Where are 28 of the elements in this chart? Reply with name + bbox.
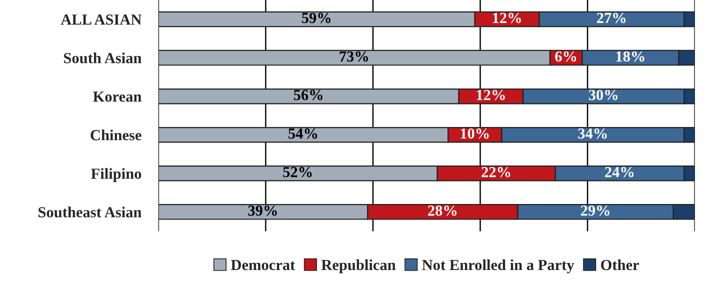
legend-label: Republican bbox=[321, 259, 396, 274]
y-tick-label: Chinese bbox=[90, 130, 142, 140]
y-tick-label: Korean bbox=[93, 92, 142, 102]
data-label: 59% bbox=[302, 12, 330, 24]
data-label: 12% bbox=[493, 12, 521, 24]
data-label: 18% bbox=[616, 51, 644, 62]
y-tick-label: Southeast Asian bbox=[38, 206, 142, 218]
data-label: 12% bbox=[476, 90, 505, 100]
data-label: 28% bbox=[428, 205, 457, 216]
legend-label: Other bbox=[601, 259, 639, 270]
data-label: 10% bbox=[460, 128, 489, 139]
data-label: 54% bbox=[288, 128, 318, 139]
data-label: 39% bbox=[248, 205, 277, 216]
data-label: 34% bbox=[578, 128, 607, 139]
y-tick-label: South Asian bbox=[64, 52, 142, 64]
data-label: 29% bbox=[580, 205, 610, 216]
data-label: 56% bbox=[294, 90, 322, 100]
data-label: 73% bbox=[340, 51, 368, 62]
data-label: 27% bbox=[597, 12, 626, 24]
legend-label: Democrat bbox=[230, 260, 296, 270]
y-tick-label: ALL ASIAN bbox=[60, 14, 142, 25]
data-label: 52% bbox=[283, 166, 312, 178]
data-label: 24% bbox=[605, 166, 634, 178]
legend-label: Not Enrolled in a Party bbox=[422, 259, 574, 274]
data-label: 22% bbox=[482, 166, 510, 178]
y-tick-label: Filipino bbox=[91, 168, 142, 182]
data-label: 6% bbox=[555, 51, 576, 62]
data-label: 30% bbox=[588, 90, 618, 100]
